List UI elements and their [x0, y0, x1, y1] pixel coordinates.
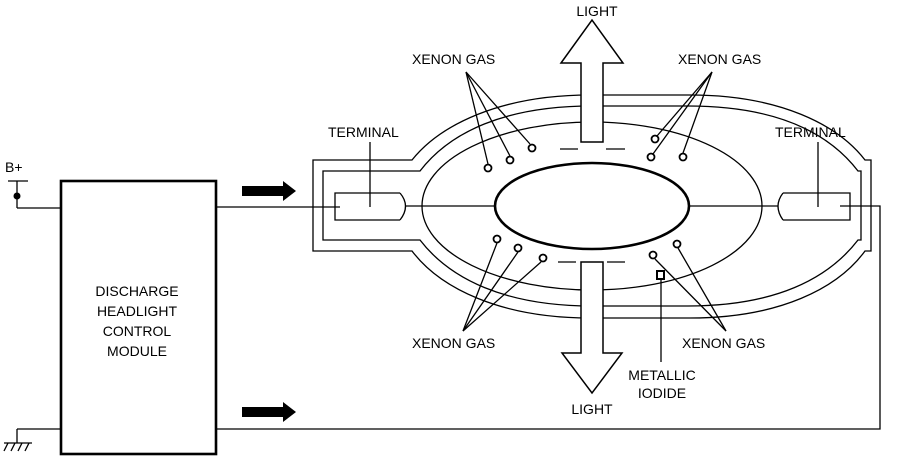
terminal-left: [334, 192, 407, 221]
current-arrow-top: [242, 181, 296, 201]
terminal-left-label: TERMINAL: [328, 124, 399, 140]
light-bottom-label: LIGHT: [571, 401, 613, 417]
xenon-particles: [483, 134, 688, 263]
metallic-iodide-particle: [656, 270, 665, 280]
light-top-label: LIGHT: [576, 3, 618, 19]
svg-text:MODULE: MODULE: [107, 343, 167, 359]
light-arrow-up: [559, 18, 625, 143]
lamp-outer-housing: [312, 94, 872, 319]
control-module-box: [59, 179, 218, 456]
ground-symbol: [3, 428, 61, 452]
wire-return-right-terminal: [216, 205, 881, 430]
metallic-iodide-label-line2: IODIDE: [638, 385, 686, 401]
terminal-right-label: TERMINAL: [775, 124, 846, 140]
supply-terminal: [8, 180, 61, 209]
xenon-leaders-bottom-left: [462, 242, 542, 332]
svg-text:HEADLIGHT: HEADLIGHT: [97, 303, 178, 319]
xenon-leaders-top-right: [652, 71, 713, 155]
xenon-label-bottom-left: XENON GAS: [412, 335, 495, 351]
xenon-label-bottom-right: XENON GAS: [682, 335, 765, 351]
arc-chamber: [493, 161, 691, 251]
lamp-inner-housing: [322, 105, 862, 307]
xenon-leaders-bottom-right: [654, 247, 727, 332]
xenon-label-top-left: XENON GAS: [412, 51, 495, 67]
terminal-right: [777, 192, 851, 221]
supply-label: B+: [5, 159, 23, 175]
control-module-label: DISCHARGE HEADLIGHT CONTROL MODULE: [95, 283, 178, 359]
svg-text:DISCHARGE: DISCHARGE: [95, 283, 178, 299]
light-arrow-down: [560, 261, 624, 395]
xenon-leaders-top-left: [465, 71, 531, 165]
svg-text:CONTROL: CONTROL: [103, 323, 172, 339]
xenon-label-top-right: XENON GAS: [678, 51, 761, 67]
metallic-iodide-label-line1: METALLIC: [628, 367, 695, 383]
current-arrow-bottom: [242, 402, 296, 422]
